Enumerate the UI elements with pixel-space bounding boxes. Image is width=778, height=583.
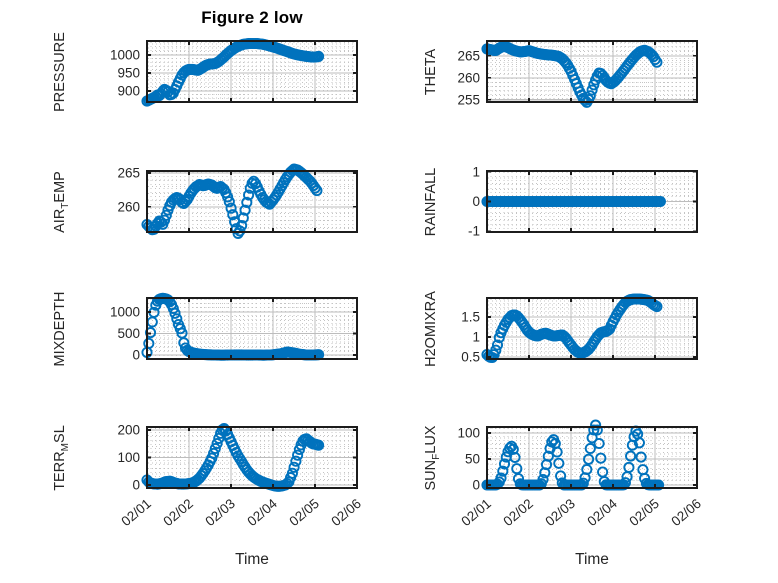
y-tick-label: 100 — [117, 450, 140, 465]
ylabel-terr-msl: TERRMSL — [52, 424, 71, 491]
axes-box — [146, 170, 358, 233]
y-tick-label: 900 — [117, 84, 140, 99]
xlabel-left: Time — [235, 551, 269, 568]
subplot-pressure: 900 950 1000 — [110, 37, 358, 107]
subplot-terr-msl: 0 100 200 02/01 02/02 02/03 02/04 02/05 02/06 — [117, 423, 363, 529]
axes-box — [486, 40, 698, 103]
y-tick-label: 0.5 — [461, 350, 480, 365]
y-tick-label: 200 — [117, 423, 140, 438]
x-tick-label: 02/01 — [458, 496, 494, 529]
x-tick-label: 02/03 — [202, 496, 238, 529]
y-tick-label: 260 — [117, 199, 140, 214]
figure-title: Figure 2 low — [201, 8, 303, 27]
y-tick-label: 1 — [472, 164, 480, 179]
axes-box — [486, 170, 698, 233]
axes-box — [486, 297, 698, 360]
x-tick-label: 02/05 — [626, 496, 662, 529]
x-tick-label: 02/02 — [160, 496, 196, 529]
y-tick-label: 100 — [457, 425, 480, 440]
x-tick-label: 02/01 — [118, 496, 154, 529]
axes-box — [146, 426, 358, 489]
y-tick-label: 260 — [457, 70, 480, 85]
x-tick-label: 02/02 — [500, 496, 536, 529]
subplot-sun-flux: 0 50 100 02/01 02/02 02/03 02/04 02/05 02/06 — [457, 419, 704, 530]
y-tick-label: 1 — [472, 330, 480, 345]
subplot-air-temp: 260 265 — [117, 163, 358, 239]
xlabel-right: Time — [575, 551, 609, 568]
y-tick-label: 0 — [132, 477, 140, 492]
y-tick-label: 0 — [132, 347, 140, 362]
y-tick-label: 255 — [457, 92, 480, 107]
x-tick-label: 02/04 — [244, 496, 280, 530]
y-tick-label: 0 — [472, 194, 480, 209]
x-tick-label: 02/06 — [668, 496, 704, 529]
subplot-mixdepth: 0 500 1000 — [110, 292, 358, 362]
y-tick-label: 500 — [117, 326, 140, 341]
series-markers-pressure — [141, 37, 325, 107]
x-tick-label: 02/05 — [286, 496, 322, 529]
y-tick-label: 1.5 — [461, 310, 480, 325]
y-tick-label: 0 — [472, 477, 480, 492]
y-tick-label: 1000 — [110, 304, 140, 319]
minor-grid — [488, 172, 696, 231]
x-tick-label: 02/04 — [584, 496, 620, 530]
y-tick-label: 950 — [117, 66, 140, 81]
y-tick-label: -1 — [468, 224, 480, 239]
x-tick-label: 02/03 — [542, 496, 578, 529]
y-tick-label: 265 — [117, 166, 140, 181]
subplot-theta: 255 260 265 — [457, 40, 698, 108]
subplot-rainfall: -1 0 1 — [468, 164, 698, 239]
series-markers-rainfall — [481, 195, 666, 208]
axes-box — [146, 297, 358, 360]
axes-box — [486, 426, 698, 489]
x-tick-label: 02/06 — [328, 496, 364, 529]
series-markers-air-temp — [141, 163, 323, 239]
y-tick-label: 50 — [465, 451, 480, 466]
y-tick-label: 1000 — [110, 48, 140, 63]
subplot-h2omixra: 0.5 1 1.5 — [461, 293, 698, 365]
axes-box — [146, 40, 358, 103]
y-tick-label: 265 — [457, 48, 480, 63]
ylabel-sun-flux: SUNFLUX — [423, 425, 442, 490]
